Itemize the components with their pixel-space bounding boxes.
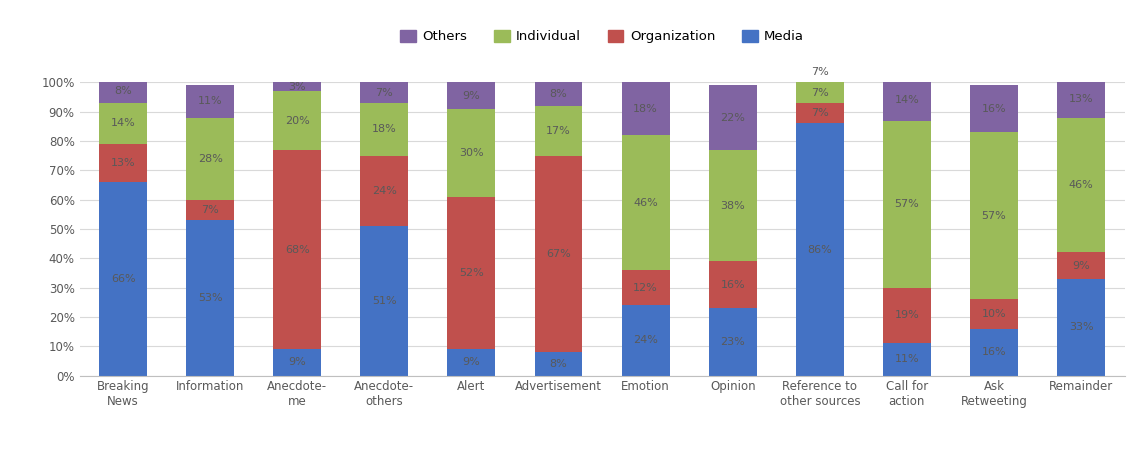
Text: 53%: 53% — [198, 293, 223, 303]
Text: 7%: 7% — [811, 108, 828, 118]
Text: 19%: 19% — [894, 311, 919, 321]
Text: 7%: 7% — [376, 87, 393, 98]
Bar — [970, 85, 1018, 132]
Bar — [99, 144, 147, 182]
Text: 8%: 8% — [550, 89, 567, 99]
Bar — [274, 150, 321, 349]
Bar — [186, 118, 234, 200]
Text: 23%: 23% — [720, 337, 745, 347]
Bar — [535, 156, 583, 352]
Bar — [621, 82, 669, 135]
Bar — [360, 156, 408, 226]
Text: 7%: 7% — [811, 87, 828, 98]
Text: 30%: 30% — [459, 148, 484, 158]
Text: 8%: 8% — [115, 86, 132, 96]
Text: 9%: 9% — [462, 91, 481, 101]
Text: 22%: 22% — [720, 113, 745, 123]
Bar — [796, 82, 844, 103]
Bar — [709, 261, 757, 308]
Text: 16%: 16% — [982, 104, 1006, 114]
Text: 38%: 38% — [720, 201, 745, 211]
Bar — [621, 305, 669, 376]
Bar — [360, 226, 408, 376]
Text: 9%: 9% — [1072, 261, 1089, 271]
Bar — [360, 103, 408, 156]
Bar — [883, 344, 930, 376]
Bar — [535, 106, 583, 156]
Bar — [448, 82, 495, 109]
Text: 9%: 9% — [462, 357, 481, 367]
Bar — [970, 132, 1018, 300]
Bar — [883, 80, 930, 120]
Text: 28%: 28% — [198, 153, 223, 164]
Text: 68%: 68% — [285, 245, 310, 255]
Bar — [186, 85, 234, 118]
Bar — [883, 120, 930, 288]
Text: 52%: 52% — [459, 268, 484, 278]
Text: 11%: 11% — [198, 97, 223, 107]
Bar — [448, 197, 495, 349]
Text: 7%: 7% — [811, 67, 828, 77]
Text: 57%: 57% — [894, 199, 919, 209]
Text: 24%: 24% — [633, 335, 658, 345]
Bar — [274, 349, 321, 376]
Text: 18%: 18% — [633, 104, 658, 114]
Bar — [186, 220, 234, 376]
Bar — [621, 135, 669, 270]
Bar — [709, 150, 757, 261]
Text: 33%: 33% — [1069, 322, 1094, 332]
Text: 12%: 12% — [633, 283, 658, 293]
Bar — [274, 91, 321, 150]
Text: 66%: 66% — [110, 274, 135, 284]
Text: 67%: 67% — [546, 249, 571, 259]
Bar — [1058, 279, 1105, 376]
Bar — [274, 82, 321, 91]
Bar — [796, 124, 844, 376]
Bar — [448, 349, 495, 376]
Text: 9%: 9% — [289, 357, 306, 367]
Text: 10%: 10% — [982, 309, 1006, 319]
Bar — [1058, 118, 1105, 252]
Text: 8%: 8% — [550, 359, 567, 369]
Legend: Others, Individual, Organization, Media: Others, Individual, Organization, Media — [394, 25, 810, 49]
Bar — [1058, 80, 1105, 118]
Text: 7%: 7% — [201, 205, 219, 215]
Text: 11%: 11% — [894, 354, 919, 365]
Text: 14%: 14% — [894, 95, 919, 105]
Text: 51%: 51% — [371, 296, 396, 306]
Text: 24%: 24% — [371, 186, 396, 196]
Bar — [186, 200, 234, 220]
Text: 16%: 16% — [982, 347, 1006, 357]
Bar — [970, 329, 1018, 376]
Bar — [796, 103, 844, 124]
Bar — [883, 288, 930, 344]
Text: 20%: 20% — [285, 115, 310, 125]
Text: 13%: 13% — [110, 158, 135, 168]
Bar — [1058, 252, 1105, 279]
Text: 14%: 14% — [110, 119, 135, 129]
Text: 13%: 13% — [1069, 93, 1094, 104]
Text: 17%: 17% — [546, 126, 571, 136]
Bar — [99, 182, 147, 376]
Text: 18%: 18% — [371, 124, 396, 134]
Text: 46%: 46% — [1069, 180, 1094, 190]
Bar — [99, 80, 147, 103]
Bar — [709, 308, 757, 376]
Bar — [360, 82, 408, 103]
Bar — [621, 270, 669, 305]
Bar — [796, 62, 844, 82]
Bar — [535, 352, 583, 376]
Bar — [970, 300, 1018, 329]
Text: 16%: 16% — [720, 280, 745, 290]
Text: 46%: 46% — [633, 197, 658, 207]
Bar — [448, 109, 495, 197]
Bar — [535, 82, 583, 106]
Text: 57%: 57% — [982, 211, 1006, 221]
Text: 86%: 86% — [808, 245, 833, 255]
Bar — [99, 103, 147, 144]
Text: 3%: 3% — [289, 82, 306, 92]
Bar — [709, 85, 757, 150]
